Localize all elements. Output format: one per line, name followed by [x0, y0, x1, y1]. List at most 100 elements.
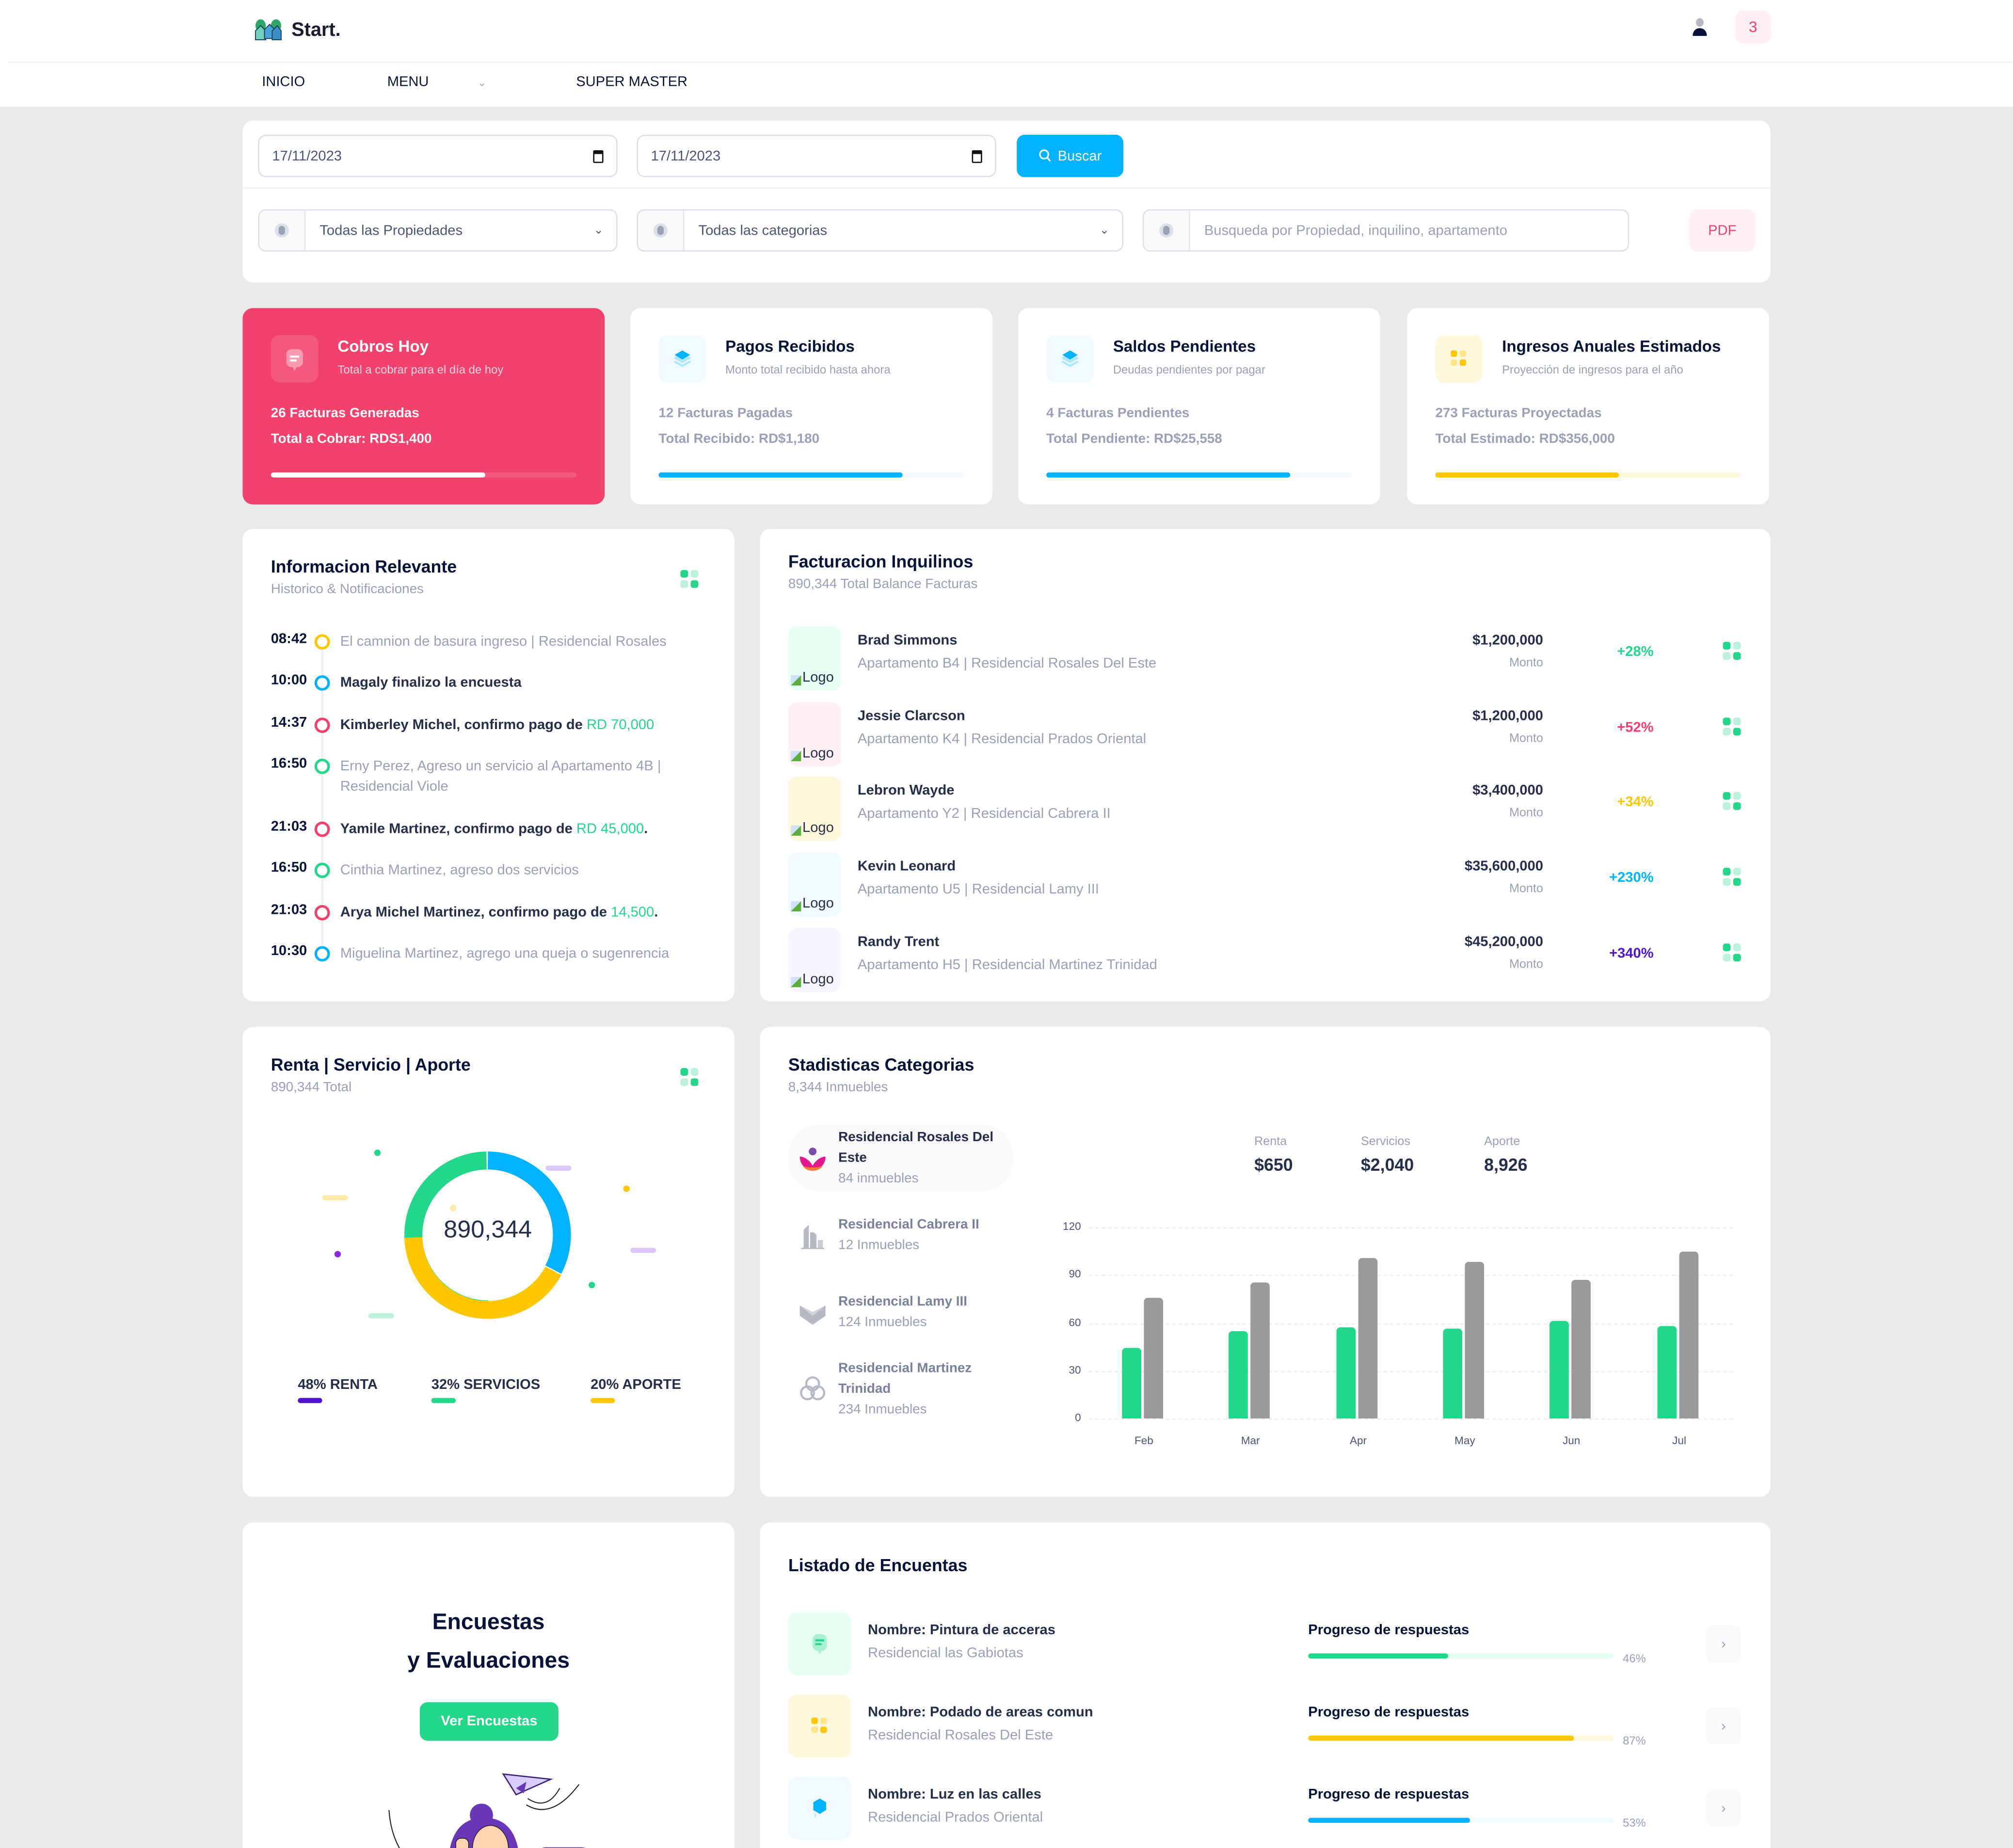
- timeline-text: Erny Perez, Agreso un servicio al Aparta…: [340, 756, 687, 797]
- menu-dots-icon[interactable]: [1723, 868, 1741, 886]
- legend-swatch: [298, 1398, 322, 1403]
- bar-series-1[interactable]: [1336, 1327, 1356, 1418]
- nav-super-master[interactable]: SUPER MASTER: [576, 75, 729, 90]
- view-surveys-button[interactable]: Ver Encuestas: [419, 1702, 559, 1741]
- nav-inicio[interactable]: INICIO: [262, 75, 346, 90]
- grid-line: [1088, 1227, 1733, 1229]
- tenant-name[interactable]: Randy Trent: [857, 934, 940, 950]
- kpi-card-cobros-hoy[interactable]: Cobros Hoy Total a cobrar para el día de…: [242, 308, 605, 505]
- tenant-row[interactable]: Logo Lebron Wayde Apartamento Y2 | Residen…: [788, 777, 1741, 842]
- survey-open-button[interactable]: ›: [1706, 1789, 1741, 1827]
- chevron-right-icon: ›: [1721, 1718, 1726, 1734]
- stats-card: Stadisticas Categorias 8,344 Inmuebles R…: [760, 1027, 1771, 1497]
- lotus-icon: [799, 1147, 826, 1171]
- nav-menu[interactable]: MENU ⌄: [387, 75, 527, 90]
- search-input[interactable]: Busqueda por Propiedad, inquilino, apart…: [1142, 209, 1630, 252]
- bar-series-1[interactable]: [1550, 1321, 1569, 1418]
- timeline-item: 16:50 Erny Perez, Agreso un servicio al A…: [271, 756, 695, 795]
- tenant-logo: Logo: [788, 852, 841, 917]
- timeline-item: 10:30 Miguelina Martinez, agrego una quej…: [271, 943, 695, 962]
- person-addon: [638, 210, 685, 251]
- kpi-card-pagos-recibidos[interactable]: Pagos Recibidos Monto total recibido has…: [630, 308, 992, 505]
- bar-series-2[interactable]: [1358, 1257, 1378, 1418]
- legend-aporte: 20% APORTE: [591, 1377, 681, 1403]
- bar-series-1[interactable]: [1657, 1326, 1677, 1418]
- menu-dots-icon[interactable]: [1723, 717, 1741, 735]
- stat-value: 8,926: [1484, 1155, 1528, 1175]
- bar-series-2[interactable]: [1144, 1297, 1164, 1418]
- person-addon: [1144, 210, 1190, 251]
- search-button[interactable]: Buscar: [1017, 135, 1123, 177]
- broken-image-icon: [791, 826, 801, 836]
- user-icon[interactable]: [1690, 16, 1710, 37]
- notifications-badge[interactable]: 3: [1736, 10, 1771, 44]
- kpi-card-ingresos-anuales[interactable]: Ingresos Anuales Estimados Proyección de…: [1407, 308, 1769, 505]
- survey-icon-box: [788, 1694, 851, 1758]
- tenant-row[interactable]: Logo Kevin Leonard Apartamento U5 | Reside…: [788, 852, 1741, 917]
- tenant-row[interactable]: Logo Jessie Clarcson Apartamento K4 | Resi…: [788, 701, 1741, 766]
- timeline-dot-icon: [314, 717, 330, 733]
- bar-series-1[interactable]: [1122, 1348, 1142, 1418]
- calendar-icon[interactable]: [593, 150, 604, 163]
- survey-progress-label: Progreso de respuestas: [1308, 1787, 1470, 1802]
- menu-dots-icon[interactable]: [1723, 943, 1741, 961]
- properties-select-value: Todas las Propiedades: [320, 223, 463, 239]
- billing-subtitle: 890,344 Total Balance Facturas: [788, 576, 978, 592]
- bar-series-1[interactable]: [1229, 1331, 1248, 1418]
- timeline-message: Magaly finalizo la encuesta: [340, 675, 522, 691]
- tenant-row[interactable]: Logo Randy Trent Apartamento H5 | Residenc…: [788, 927, 1741, 992]
- nav-super-master-label: SUPER MASTER: [576, 74, 688, 90]
- timeline-time: 16:50: [271, 756, 307, 772]
- timeline-time: 10:00: [271, 672, 307, 688]
- grid-line: [1088, 1370, 1733, 1372]
- survey-residence: Residencial las Gabiotas: [868, 1645, 1023, 1661]
- promo-title: Encuestas y Evaluaciones: [242, 1602, 734, 1679]
- tenant-logo: Logo: [788, 701, 841, 766]
- broken-image-icon: [791, 901, 801, 912]
- tenant-change: +34%: [1617, 795, 1654, 811]
- survey-open-button[interactable]: ›: [1706, 1707, 1741, 1745]
- tenant-name[interactable]: Kevin Leonard: [857, 859, 956, 875]
- category-count: 124 Inmuebles: [838, 1314, 927, 1330]
- tenant-logo: Logo: [788, 777, 841, 842]
- survey-open-button[interactable]: ›: [1706, 1625, 1741, 1663]
- x-tick-label: Jun: [1562, 1434, 1581, 1447]
- timeline-amount: RD 45,000: [576, 821, 644, 837]
- tenant-name[interactable]: Brad Simmons: [857, 633, 958, 649]
- properties-select[interactable]: Todas las Propiedades ⌄: [258, 209, 618, 252]
- hexagon-icon: [813, 1798, 826, 1818]
- stat-servicios: Servicios $2,040: [1361, 1135, 1414, 1175]
- menu-dots-icon[interactable]: [680, 1068, 699, 1086]
- tenant-name[interactable]: Lebron Wayde: [857, 783, 955, 799]
- y-tick-label: 60: [1069, 1315, 1081, 1328]
- tenant-amount: $45,200,000: [1464, 934, 1543, 950]
- categories-select[interactable]: Todas las categorias ⌄: [637, 209, 1123, 252]
- date-to-input[interactable]: 17/11/2023: [637, 135, 996, 177]
- chat-icon: [271, 335, 319, 383]
- menu-dots-icon[interactable]: [680, 570, 699, 588]
- date-from-value: 17/11/2023: [272, 148, 342, 164]
- menu-dots-icon[interactable]: [1723, 642, 1741, 660]
- search-icon: [1038, 149, 1051, 162]
- brand-logo[interactable]: Start.: [254, 18, 341, 41]
- kpi-progress: [1435, 472, 1741, 478]
- calendar-icon[interactable]: [972, 150, 982, 163]
- timeline-time: 08:42: [271, 631, 307, 647]
- date-from-input[interactable]: 17/11/2023: [258, 135, 618, 177]
- tenant-row[interactable]: Logo Brad Simmons Apartamento B4 | Residen…: [788, 626, 1741, 691]
- bar-series-2[interactable]: [1571, 1279, 1591, 1418]
- bar-series-2[interactable]: [1679, 1251, 1699, 1419]
- bar-series-2[interactable]: [1250, 1283, 1270, 1418]
- tenant-name[interactable]: Jessie Clarcson: [857, 708, 965, 724]
- bar-series-2[interactable]: [1465, 1262, 1485, 1418]
- category-name: Residencial Rosales Del Este: [838, 1130, 994, 1166]
- logo-alt-text: Logo: [802, 971, 834, 987]
- kpi-card-saldos-pendientes[interactable]: Saldos Pendientes Deudas pendientes por …: [1018, 308, 1380, 505]
- bar-series-1[interactable]: [1443, 1329, 1463, 1418]
- kpi-subtitle: Proyección de ingresos para el año: [1502, 363, 1683, 376]
- pdf-button[interactable]: PDF: [1689, 209, 1755, 252]
- grid-line: [1088, 1275, 1733, 1276]
- timeline-item: 21:03 Arya Michel Martinez, confirmo pago…: [271, 903, 695, 921]
- kpi-title: Cobros Hoy: [337, 337, 429, 356]
- menu-dots-icon[interactable]: [1723, 792, 1741, 811]
